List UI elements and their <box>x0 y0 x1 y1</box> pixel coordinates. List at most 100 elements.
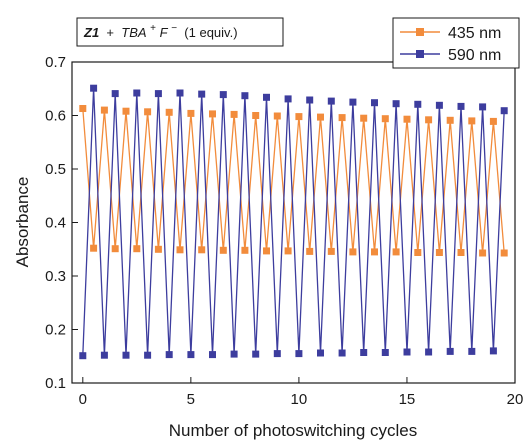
data-point <box>500 107 508 115</box>
data-point <box>435 249 443 256</box>
data-point <box>500 249 508 257</box>
data-point <box>90 244 98 252</box>
x-tick-label: 15 <box>399 391 416 408</box>
data-point <box>392 100 400 108</box>
y-tick-label: 0.6 <box>45 108 66 125</box>
data-point <box>425 348 433 356</box>
data-point <box>187 351 195 359</box>
x-tick-label: 5 <box>187 391 195 408</box>
data-point <box>176 89 184 97</box>
data-point <box>435 101 443 109</box>
data-point <box>327 97 335 105</box>
series-layer <box>79 84 508 360</box>
annotation-frame <box>76 17 284 47</box>
data-point <box>403 115 411 123</box>
data-point <box>90 84 98 92</box>
series-line-1 <box>82 88 505 356</box>
data-point <box>133 89 141 97</box>
data-point <box>457 249 465 256</box>
legend-label-590: 590 nm <box>448 47 501 64</box>
data-point <box>349 248 357 256</box>
annotation-cation-charge: + <box>150 23 156 34</box>
data-point <box>198 90 206 98</box>
annotation-anion: F <box>160 25 169 40</box>
data-point <box>338 349 346 357</box>
annotation-equiv: (1 equiv.) <box>181 25 238 40</box>
data-point <box>144 108 152 116</box>
data-point <box>468 347 476 355</box>
data-point <box>263 93 270 101</box>
data-point <box>295 113 303 121</box>
data-point <box>230 110 238 118</box>
x-tick-label: 10 <box>291 391 308 408</box>
data-point <box>111 245 119 253</box>
data-point <box>219 91 227 99</box>
data-point <box>489 347 497 355</box>
data-point <box>468 117 476 125</box>
data-point <box>79 105 87 112</box>
data-point <box>263 247 270 255</box>
data-point <box>133 245 141 253</box>
data-point <box>284 95 292 103</box>
data-point <box>306 96 314 104</box>
data-point <box>219 246 227 254</box>
y-axis-title: Absorbance <box>13 177 32 268</box>
data-point <box>273 112 281 120</box>
data-point <box>165 351 173 359</box>
data-point <box>338 114 346 122</box>
axes: 0 5 10 15 20 0.1 0.2 0.3 0.4 0.5 0.6 0.7 <box>45 54 523 408</box>
data-point <box>457 102 465 110</box>
y-tick-label: 0.7 <box>45 54 66 71</box>
data-point <box>230 350 238 358</box>
data-point <box>479 249 487 257</box>
legend-label-435: 435 nm <box>448 25 501 42</box>
data-point <box>414 100 422 108</box>
data-point <box>111 90 119 98</box>
data-point <box>317 349 324 357</box>
data-point <box>252 350 260 358</box>
annotation-cation: TBA <box>121 25 146 40</box>
legend-marker-590 <box>416 50 424 58</box>
data-point <box>371 99 378 107</box>
data-point <box>122 107 130 115</box>
data-point <box>284 247 292 255</box>
data-point <box>349 98 357 106</box>
data-point <box>360 114 368 122</box>
data-point <box>371 248 378 256</box>
data-point <box>295 350 303 358</box>
data-point <box>446 347 454 355</box>
data-point <box>165 108 173 116</box>
legend: 435 nm 590 nm <box>392 17 520 69</box>
data-point <box>327 247 335 255</box>
data-point <box>425 116 433 124</box>
y-tick-label: 0.3 <box>45 268 66 285</box>
data-point <box>198 246 206 254</box>
data-point <box>306 247 314 255</box>
data-point <box>479 103 487 111</box>
annotation-plus: + <box>103 25 118 40</box>
legend-marker-435 <box>416 28 424 36</box>
data-point <box>273 350 281 358</box>
data-point <box>122 351 130 359</box>
data-point <box>317 113 324 121</box>
data-point <box>241 92 249 100</box>
data-point <box>381 115 389 123</box>
y-tick-label: 0.2 <box>45 322 66 339</box>
data-point <box>381 349 389 356</box>
data-point <box>392 248 400 256</box>
data-point <box>241 246 249 254</box>
data-point <box>187 109 195 117</box>
annotation-anion-charge: − <box>171 23 177 34</box>
data-point <box>144 351 152 359</box>
annotation-box: Z1 + TBA + F − (1 equiv.) <box>76 17 284 47</box>
legend-frame <box>392 17 520 69</box>
data-point <box>489 117 497 125</box>
data-point <box>446 116 454 124</box>
data-point <box>176 246 184 254</box>
data-point <box>414 249 422 256</box>
data-point <box>209 110 216 118</box>
data-point <box>79 352 87 360</box>
data-point <box>209 351 216 359</box>
y-tick-label: 0.4 <box>45 215 66 232</box>
